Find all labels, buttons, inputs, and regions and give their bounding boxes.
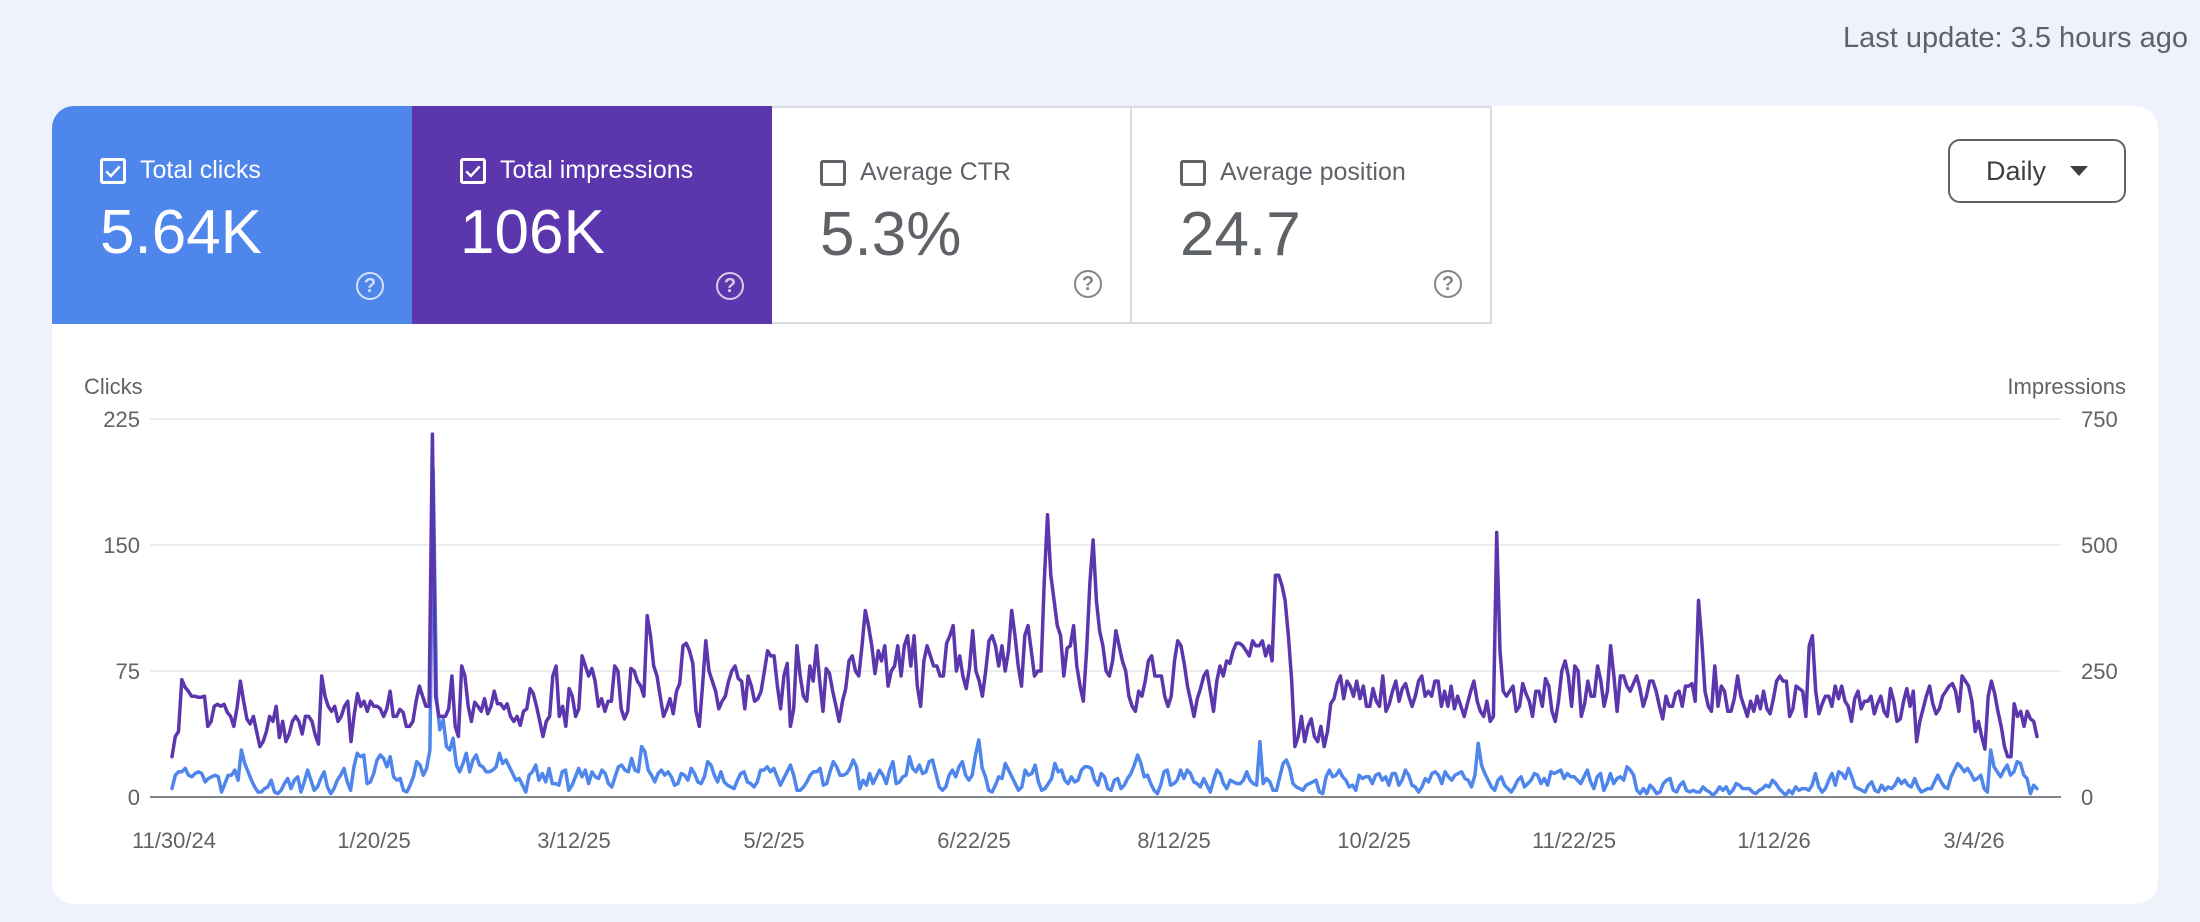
y-left-axis-label: Clicks: [84, 374, 143, 399]
x-tick-label: 10/2/25: [1337, 828, 1410, 853]
x-tick-label: 1/12/26: [1737, 828, 1810, 853]
x-tick-label: 11/22/25: [1532, 828, 1616, 853]
checkbox-checked-icon[interactable]: [100, 157, 126, 184]
metric-average-ctr[interactable]: Average CTR 5.3% ?: [772, 106, 1132, 324]
metric-total-impressions[interactable]: Total impressions 106K ?: [412, 106, 772, 324]
y-left-tick-label: 150: [103, 533, 140, 558]
x-tick-label: 11/30/24: [132, 828, 216, 853]
metric-value: 5.64K: [100, 198, 263, 267]
help-icon[interactable]: ?: [356, 272, 384, 300]
checkbox-unchecked-icon[interactable]: [820, 159, 846, 186]
help-icon[interactable]: ?: [716, 272, 744, 300]
x-tick-label: 5/2/25: [743, 828, 804, 853]
metric-value: 5.3%: [820, 200, 962, 269]
x-tick-label: 3/4/26: [1943, 828, 2004, 853]
x-tick-label: 6/22/25: [937, 828, 1010, 853]
y-right-tick-label: 250: [2081, 659, 2118, 684]
y-right-axis-label: Impressions: [2007, 374, 2126, 399]
last-update-text: Last update: 3.5 hours ago: [1842, 22, 2188, 54]
period-dropdown[interactable]: Daily: [1948, 139, 2126, 203]
metric-label: Average CTR: [860, 158, 1011, 186]
metric-label: Total clicks: [140, 156, 261, 184]
metric-average-position[interactable]: Average position 24.7 ?: [1132, 106, 1492, 324]
x-tick-label: 3/12/25: [537, 828, 610, 853]
clicks-series-line: [170, 467, 2039, 798]
y-right-tick-label: 500: [2081, 533, 2118, 558]
metric-total-clicks[interactable]: Total clicks 5.64K ?: [52, 106, 412, 324]
help-icon[interactable]: ?: [1074, 270, 1102, 298]
checkbox-unchecked-icon[interactable]: [1180, 159, 1206, 186]
x-tick-label: 1/20/25: [337, 828, 410, 853]
checkbox-checked-icon[interactable]: [460, 157, 486, 184]
y-right-tick-label: 0: [2081, 785, 2093, 810]
metric-value: 24.7: [1180, 200, 1301, 269]
caret-down-icon: [2070, 166, 2088, 176]
metric-value: 106K: [460, 198, 605, 267]
x-tick-label: 8/12/25: [1137, 828, 1210, 853]
y-left-tick-label: 0: [128, 785, 140, 810]
y-left-tick-label: 225: [103, 407, 140, 432]
y-left-tick-label: 75: [116, 659, 140, 684]
metric-label: Total impressions: [500, 156, 694, 184]
impressions-series-line: [170, 432, 2039, 759]
period-dropdown-label: Daily: [1985, 155, 2046, 186]
help-icon[interactable]: ?: [1434, 270, 1462, 298]
metric-label: Average position: [1220, 158, 1406, 186]
performance-card: Total clicks 5.64K ? Total impressions 1…: [52, 106, 2158, 904]
y-right-tick-label: 750: [2081, 407, 2118, 432]
